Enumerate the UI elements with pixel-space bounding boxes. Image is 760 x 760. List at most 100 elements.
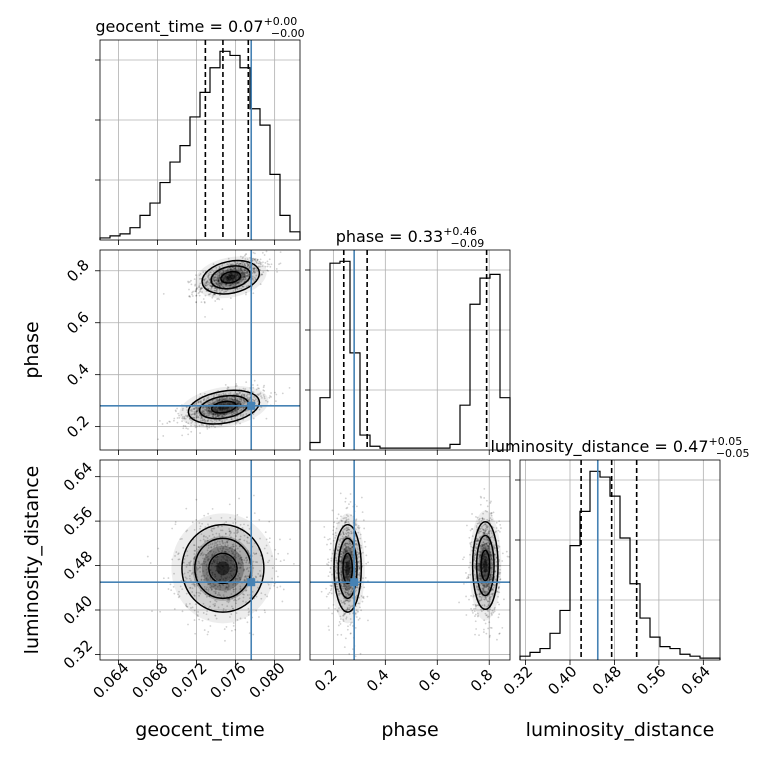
sample-point [487,583,490,586]
sample-point [488,578,491,581]
sample-point [226,541,229,544]
sample-point [481,566,484,569]
sample-point [236,531,239,534]
sample-point [344,528,347,530]
sample-point [332,603,335,606]
sample-point [474,546,477,549]
sample-point [484,593,487,595]
sample-point [244,262,246,265]
sample-point [187,428,189,430]
sample-point [340,600,343,602]
sample-point [234,268,237,271]
sample-point [351,550,354,553]
sample-point [216,413,219,416]
sample-point [478,566,481,569]
sample-point [216,410,219,412]
sample-point [346,587,349,590]
sample-point [207,588,210,591]
sample-point [363,527,366,530]
sample-point [210,285,213,287]
sample-point [207,618,210,621]
sample-point [265,250,268,253]
sample-point [479,544,482,547]
sample-point [261,251,264,254]
sample-point [239,398,242,401]
sample-point [365,554,368,557]
sample-point [218,284,220,287]
sample-point [469,543,472,546]
sample-point [253,270,255,273]
sample-point [224,639,226,642]
sample-point [270,392,272,394]
sample-point [244,268,247,271]
sample-point [217,414,219,417]
sample-point [239,392,241,394]
sample-point [255,595,258,598]
sample-point [212,560,215,563]
sample-point [235,552,238,555]
sample-point [203,413,206,416]
sample-point [488,547,491,550]
sample-point [489,555,492,557]
sample-point [209,582,212,585]
sample-point [483,555,486,558]
sample-point [228,403,231,405]
sample-point [335,585,338,588]
sample-point [242,268,245,271]
sample-point [485,555,487,558]
sample-point [184,425,187,428]
sample-point [221,529,224,532]
sample-point [480,530,482,533]
sample-point [227,257,230,260]
sample-point [201,574,204,577]
sample-point [469,529,472,532]
sample-point [197,406,199,409]
sample-point [194,421,197,424]
sample-point [183,558,186,560]
sample-point [490,612,493,615]
sample-point [482,588,485,591]
sample-point [211,573,214,576]
sample-point [494,570,497,572]
sample-point [240,564,243,567]
sample-point [475,628,478,630]
sample-point [343,582,346,585]
sample-point [200,287,203,290]
sample-point [210,411,213,414]
sample-point [348,587,351,589]
sample-point [234,287,237,290]
sample-point [264,261,267,264]
sample-point [220,394,223,396]
sample-point [195,287,198,290]
sample-point [346,575,349,578]
sample-point [234,267,237,269]
sample-point [486,532,489,535]
sample-point [210,587,213,590]
sample-point [204,285,207,287]
sample-point [197,401,200,404]
sample-point [327,593,330,596]
sample-point [263,384,266,387]
sample-point [200,301,203,304]
sample-point [357,587,360,589]
sample-point [481,517,484,520]
sample-point [231,563,234,566]
sample-point [483,628,485,631]
sample-point [190,283,193,286]
sample-point [487,600,489,603]
sample-point [485,523,487,526]
sample-point [485,553,488,556]
sample-point [243,579,246,582]
sample-point [208,407,211,410]
sample-point [228,530,231,533]
sample-point [230,560,233,562]
sample-point [226,586,229,589]
sample-point [242,596,245,599]
sample-point [270,263,273,266]
sample-point [208,401,211,404]
sample-point [237,267,240,269]
sample-point [482,524,485,527]
sample-point [346,542,348,545]
sample-point [275,268,278,270]
sample-point [230,613,233,616]
